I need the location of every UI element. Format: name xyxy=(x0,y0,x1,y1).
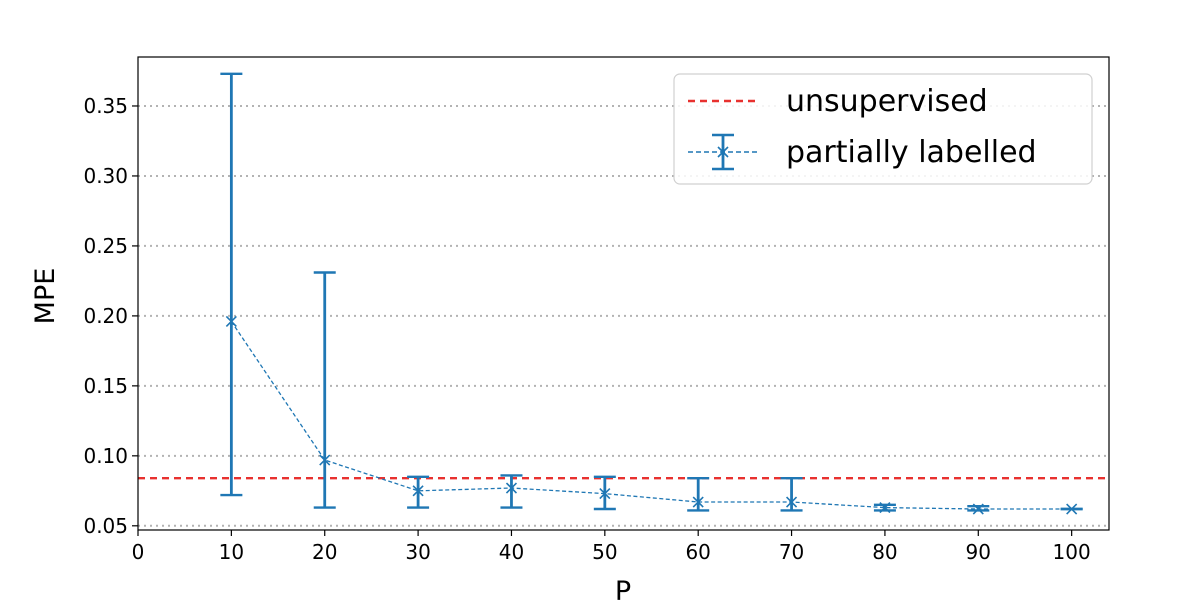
data-marker xyxy=(692,496,704,508)
series-layer xyxy=(220,72,1083,515)
x-tick-label: 80 xyxy=(872,540,897,564)
y-tick-label: 0.10 xyxy=(83,444,128,468)
x-tick-label: 70 xyxy=(779,540,804,564)
errorbar-point xyxy=(687,477,710,512)
legend-label-unsupervised: unsupervised xyxy=(786,84,988,119)
data-marker xyxy=(599,488,611,500)
y-ticks: 0.05 0.10 0.15 0.20 0.25 0.30 0.35 xyxy=(83,94,138,538)
data-marker xyxy=(319,454,331,466)
x-ticks: 0 10 20 30 40 50 60 70 80 90 100 xyxy=(132,530,1091,564)
legend-swatch-partially-labelled xyxy=(688,133,758,171)
data-marker xyxy=(225,315,237,328)
y-tick-label: 0.15 xyxy=(83,374,128,398)
data-marker xyxy=(972,503,984,515)
x-tick-label: 0 xyxy=(132,540,145,564)
x-tick-label: 20 xyxy=(312,540,337,564)
partially-labelled-line xyxy=(230,321,1072,510)
y-tick-label: 0.30 xyxy=(83,164,128,188)
errorbar-point xyxy=(500,474,523,509)
legend-label-partially-labelled: partially labelled xyxy=(786,135,1037,170)
plot-frame xyxy=(137,56,1110,531)
data-marker xyxy=(505,482,518,494)
errorbar-point xyxy=(967,503,990,515)
x-tick-label: 40 xyxy=(499,540,524,564)
x-tick-label: 90 xyxy=(966,540,991,564)
y-tick-label: 0.20 xyxy=(83,304,128,328)
x-tick-label: 50 xyxy=(592,540,617,564)
x-axis-title: P xyxy=(615,576,631,607)
errorbar-point xyxy=(593,475,616,511)
y-tick-label: 0.35 xyxy=(83,94,128,118)
x-tick-label: 10 xyxy=(219,540,244,564)
errorbar-point xyxy=(1060,503,1083,515)
legend: unsupervised partially labelled xyxy=(673,73,1093,185)
x-tick-label: 30 xyxy=(405,540,430,564)
data-marker xyxy=(879,502,891,514)
data-marker xyxy=(1066,503,1078,515)
x-tick-label: 60 xyxy=(685,540,710,564)
data-marker xyxy=(412,485,424,497)
errorbar-point xyxy=(873,502,896,514)
errorbar-point xyxy=(780,477,803,512)
errorbar-point xyxy=(313,271,336,509)
legend-box xyxy=(673,73,1093,185)
y-tick-label: 0.25 xyxy=(83,234,128,258)
y-axis-title: MPE xyxy=(30,268,61,325)
y-tick-label: 0.05 xyxy=(83,514,128,538)
errorbar-point xyxy=(407,475,430,509)
data-marker xyxy=(785,496,798,508)
errorbar-point xyxy=(220,72,243,497)
x-tick-label: 100 xyxy=(1053,540,1091,564)
